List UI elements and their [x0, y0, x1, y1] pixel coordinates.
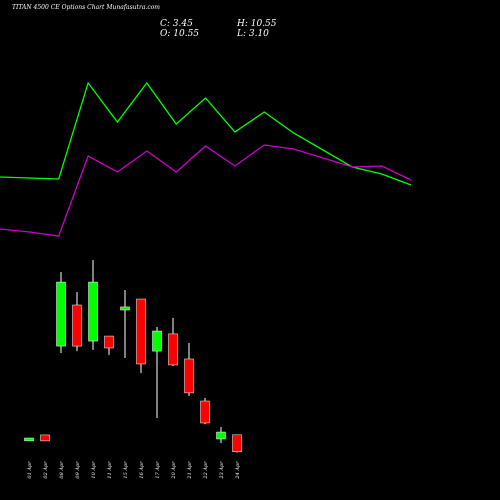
candle-body — [216, 431, 226, 440]
x-tick-label: 10 Apr — [91, 461, 97, 479]
candle-body — [152, 330, 162, 352]
x-tick-label: 08 Apr — [59, 461, 65, 479]
line-series — [0, 144, 412, 237]
candle-body — [232, 434, 242, 453]
candle-body — [120, 306, 130, 311]
candle-body — [40, 434, 50, 442]
x-tick-label: 21 Apr — [187, 461, 193, 480]
x-tick-label: 09 Apr — [75, 461, 81, 479]
x-tick-label: 16 Apr — [139, 461, 145, 479]
line-series — [0, 81, 412, 186]
x-tick-label: 11 Apr — [107, 461, 113, 479]
candle-body — [136, 298, 146, 365]
candle-body — [200, 400, 210, 424]
x-tick-label: 22 Apr — [203, 461, 209, 480]
x-tick-label: 01 Apr — [27, 461, 33, 479]
x-tick-label: 23 Apr — [219, 461, 225, 480]
x-tick-label: 02 Apr — [43, 461, 49, 479]
open-label: O: 10.55 — [160, 29, 199, 39]
x-tick-label: 15 Apr — [123, 461, 129, 479]
candle-body — [168, 333, 178, 366]
high-label: H: 10.55 — [236, 19, 277, 29]
low-label: L: 3.10 — [236, 29, 269, 39]
chart-title: TITAN 4500 CE Options Chart Munafasutra.… — [12, 4, 160, 11]
candle-body — [104, 335, 114, 349]
candle-body — [72, 304, 82, 347]
close-label: C: 3.45 — [160, 19, 193, 29]
x-tick-label: 24 Apr — [235, 461, 241, 480]
x-tick-label: 17 Apr — [155, 461, 161, 479]
candle-body — [184, 358, 194, 394]
x-tick-label: 20 Apr — [171, 461, 177, 480]
candle-body — [88, 281, 98, 342]
candle-body — [24, 437, 34, 442]
candle-body — [56, 281, 66, 347]
